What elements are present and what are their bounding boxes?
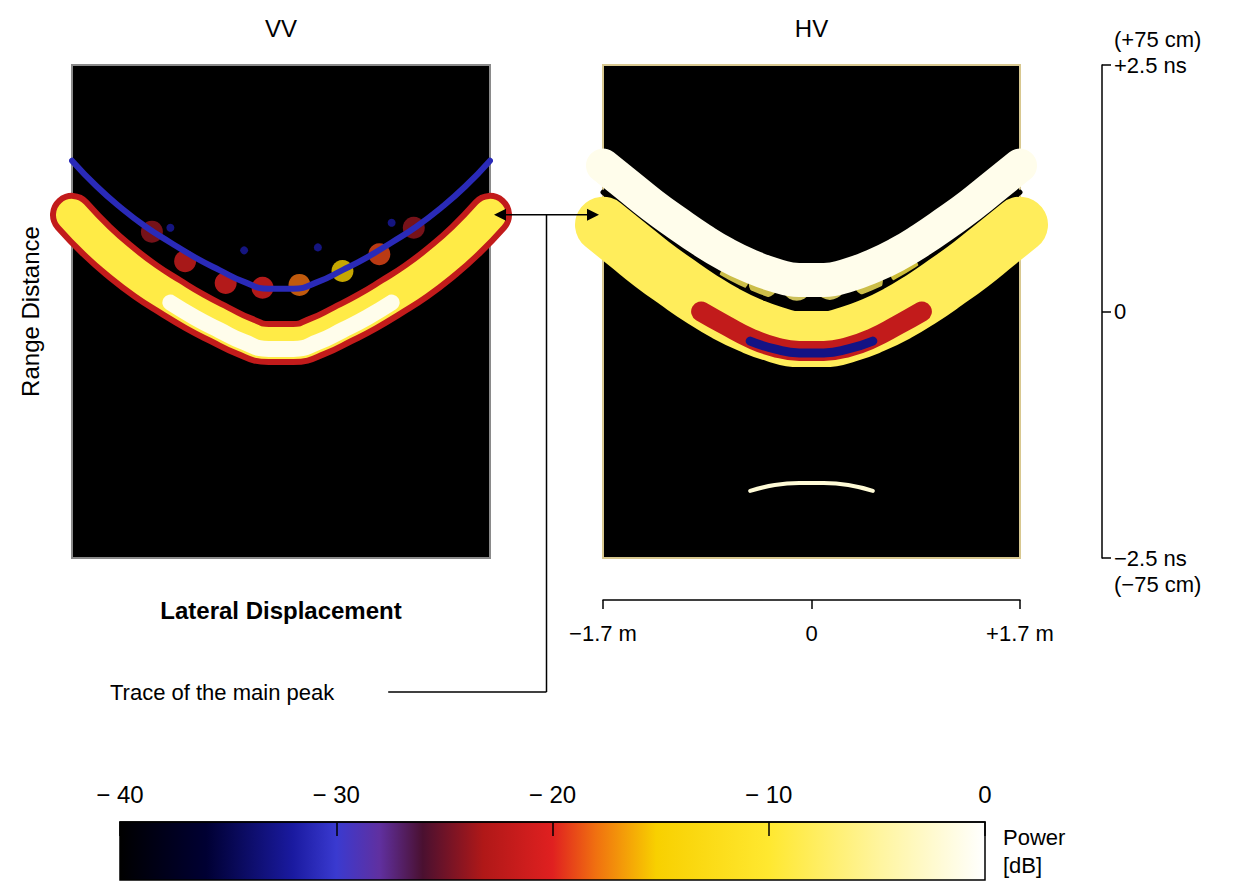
svg-text:(+75 cm): (+75 cm) [1114, 27, 1201, 52]
svg-text:Trace of the main peak: Trace of the main peak [110, 680, 335, 705]
svg-text:(−75 cm): (−75 cm) [1114, 572, 1201, 597]
svg-text:0: 0 [1114, 299, 1126, 324]
svg-text:−1.7 m: −1.7 m [569, 621, 637, 646]
svg-text:HV: HV [795, 15, 828, 42]
svg-text:− 30: − 30 [313, 781, 360, 808]
svg-text:[dB]: [dB] [1003, 853, 1042, 878]
svg-text:0: 0 [805, 621, 817, 646]
svg-text:− 10: − 10 [745, 781, 792, 808]
svg-text:− 20: − 20 [529, 781, 576, 808]
svg-text:Power: Power [1003, 825, 1065, 850]
svg-text:−2.5 ns: −2.5 ns [1114, 546, 1187, 571]
svg-text:0: 0 [978, 781, 991, 808]
svg-text:Lateral Displacement: Lateral Displacement [160, 597, 401, 624]
svg-text:− 40: − 40 [96, 781, 143, 808]
svg-text:Range Distance: Range Distance [17, 226, 44, 397]
svg-text:+1.7 m: +1.7 m [986, 621, 1054, 646]
svg-text:VV: VV [265, 15, 297, 42]
svg-text:+2.5 ns: +2.5 ns [1114, 53, 1187, 78]
